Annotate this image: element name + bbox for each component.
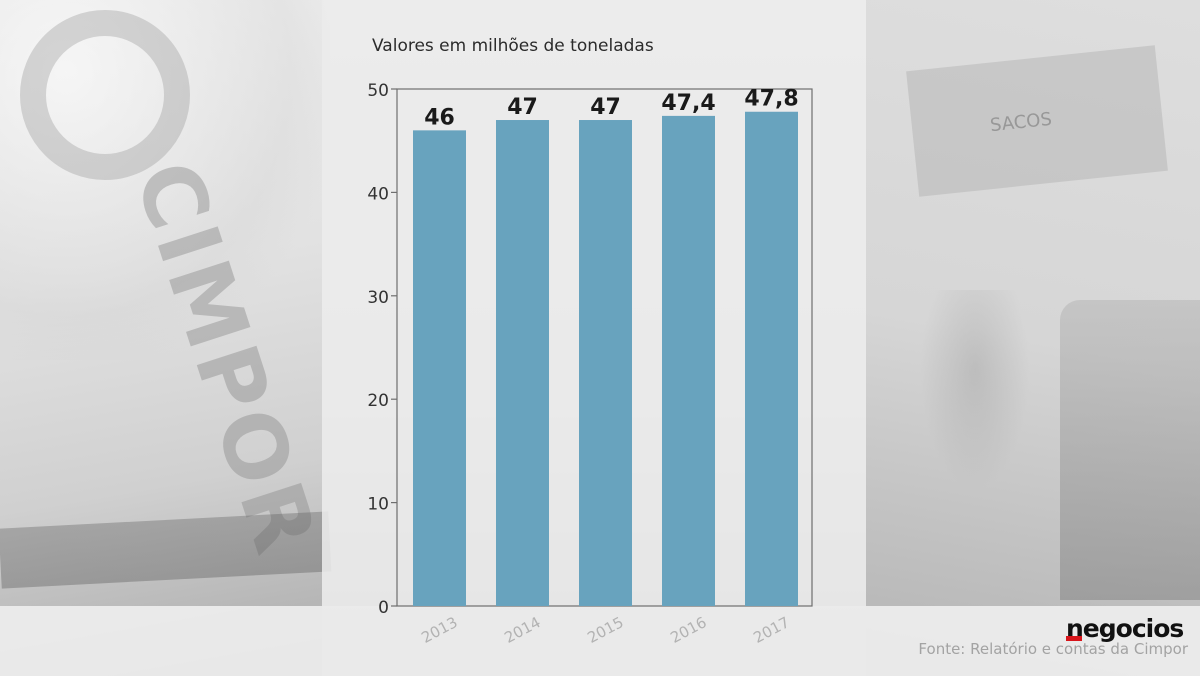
bar-value-label: 47,4 bbox=[661, 91, 715, 116]
x-tick-label: 2017 bbox=[750, 613, 792, 647]
y-tick-label: 50 bbox=[367, 81, 389, 101]
bar-value-label: 47 bbox=[507, 95, 538, 120]
x-tick-label: 2015 bbox=[584, 613, 626, 647]
x-tick-label: 2016 bbox=[667, 613, 709, 647]
brand-logo: negocios bbox=[1066, 614, 1184, 643]
bar bbox=[413, 130, 466, 607]
bar-value-label: 47 bbox=[590, 95, 621, 120]
background-tree bbox=[920, 290, 1030, 490]
y-tick-label: 0 bbox=[378, 598, 389, 618]
bar bbox=[662, 115, 715, 606]
bar bbox=[579, 120, 632, 607]
bar-value-label: 47,8 bbox=[744, 87, 798, 112]
y-tick-label: 10 bbox=[367, 495, 389, 515]
brand-logo-accent bbox=[1066, 636, 1082, 641]
x-tick-label: 2013 bbox=[418, 613, 460, 647]
x-tick-label: 2014 bbox=[501, 613, 543, 647]
bar bbox=[745, 111, 798, 607]
source-note: Fonte: Relatório e contas da Cimpor bbox=[918, 640, 1188, 658]
bar-value-label: 46 bbox=[424, 105, 455, 130]
chart-title: Valores em milhões de toneladas bbox=[372, 36, 654, 56]
y-tick-label: 30 bbox=[367, 288, 389, 308]
y-tick-label: 40 bbox=[367, 184, 389, 204]
background-tank bbox=[1060, 300, 1200, 600]
y-tick-label: 20 bbox=[367, 391, 389, 411]
bar bbox=[496, 120, 549, 607]
footer-band bbox=[0, 606, 1200, 676]
